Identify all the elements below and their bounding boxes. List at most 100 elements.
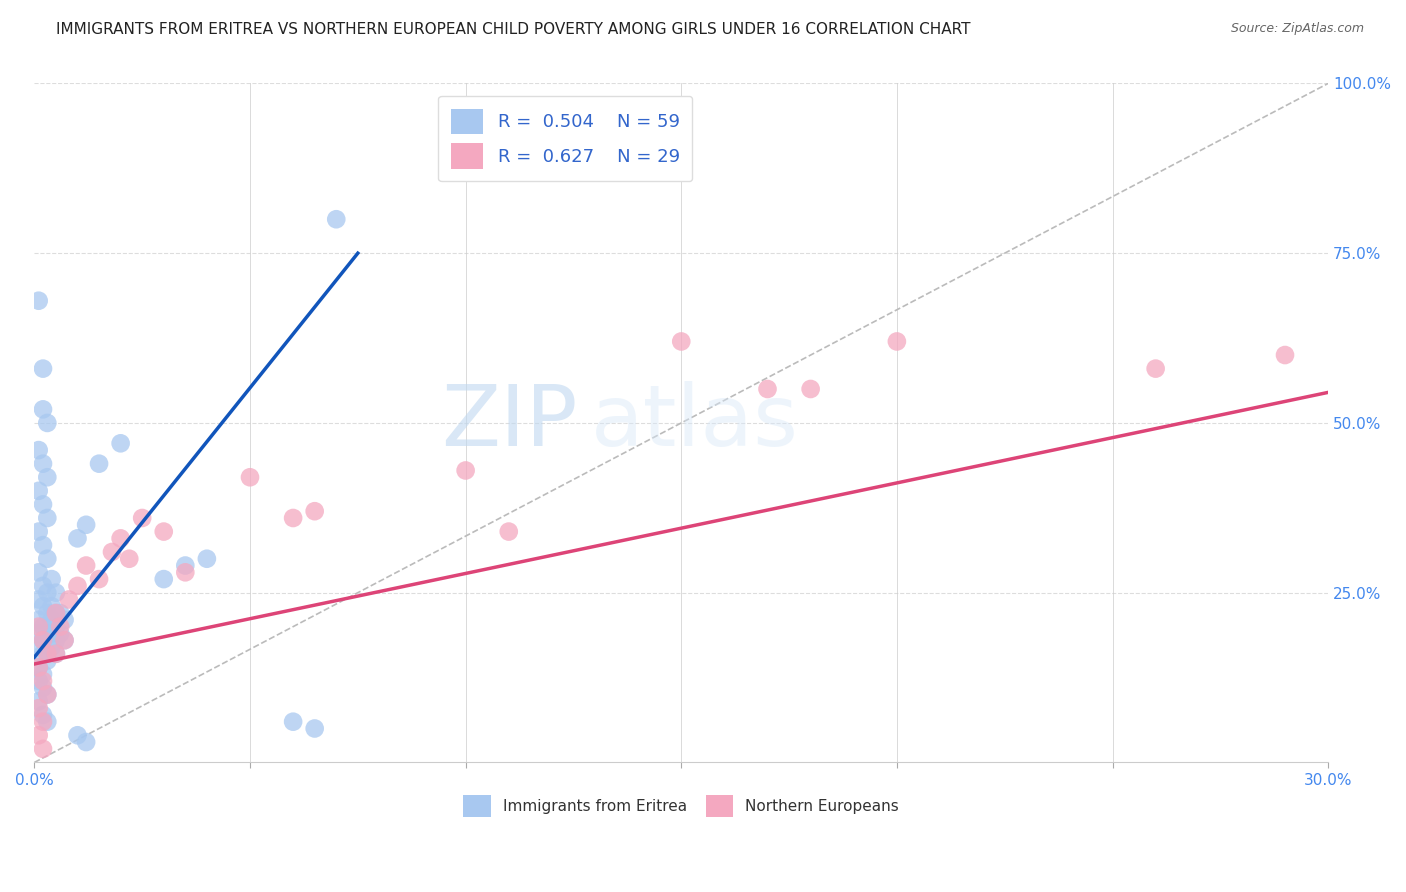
Point <box>1144 361 1167 376</box>
Point <box>41 613 63 627</box>
Point <box>45 606 67 620</box>
Text: atlas: atlas <box>591 382 799 465</box>
Point <box>32 742 55 756</box>
Point <box>41 572 63 586</box>
Point <box>28 660 51 674</box>
Point <box>45 647 67 661</box>
Point <box>28 640 51 654</box>
Point <box>304 504 326 518</box>
Point <box>28 626 51 640</box>
Point <box>28 592 51 607</box>
Point <box>32 361 55 376</box>
Point <box>41 599 63 614</box>
Point <box>41 640 63 654</box>
Point <box>37 714 59 729</box>
Point <box>32 579 55 593</box>
Point <box>87 457 110 471</box>
Point <box>131 511 153 525</box>
Point <box>45 633 67 648</box>
Point <box>37 654 59 668</box>
Point <box>32 707 55 722</box>
Point <box>87 572 110 586</box>
Point <box>28 728 51 742</box>
Point <box>66 728 89 742</box>
Point <box>281 511 304 525</box>
Text: Source: ZipAtlas.com: Source: ZipAtlas.com <box>1230 22 1364 36</box>
Point <box>32 681 55 695</box>
Point <box>28 673 51 688</box>
Point <box>37 551 59 566</box>
Point <box>454 463 477 477</box>
Point <box>152 524 174 539</box>
Point <box>53 613 76 627</box>
Point <box>110 532 132 546</box>
Text: ZIP: ZIP <box>441 382 578 465</box>
Point <box>28 483 51 498</box>
Point <box>32 633 55 648</box>
Point <box>37 470 59 484</box>
Point <box>32 647 55 661</box>
Point <box>37 606 59 620</box>
Point <box>195 551 218 566</box>
Point <box>32 497 55 511</box>
Point <box>75 517 97 532</box>
Point <box>28 694 51 708</box>
Point <box>110 436 132 450</box>
Point <box>49 606 72 620</box>
Point <box>239 470 262 484</box>
Point <box>45 585 67 599</box>
Point <box>66 579 89 593</box>
Point <box>174 558 197 573</box>
Point <box>75 735 97 749</box>
Point <box>325 212 347 227</box>
Text: IMMIGRANTS FROM ERITREA VS NORTHERN EUROPEAN CHILD POVERTY AMONG GIRLS UNDER 16 : IMMIGRANTS FROM ERITREA VS NORTHERN EURO… <box>56 22 970 37</box>
Point <box>53 633 76 648</box>
Point <box>174 566 197 580</box>
Point <box>28 701 51 715</box>
Point <box>32 599 55 614</box>
Point <box>37 688 59 702</box>
Point <box>101 545 124 559</box>
Point <box>41 626 63 640</box>
Point <box>32 457 55 471</box>
Point <box>800 382 823 396</box>
Point <box>28 566 51 580</box>
Legend: Immigrants from Eritrea, Northern Europeans: Immigrants from Eritrea, Northern Europe… <box>457 789 905 822</box>
Point <box>281 714 304 729</box>
Point <box>28 660 51 674</box>
Point <box>304 722 326 736</box>
Point <box>45 620 67 634</box>
Point <box>58 592 80 607</box>
Point <box>756 382 779 396</box>
Point <box>32 673 55 688</box>
Point <box>28 293 51 308</box>
Point <box>49 620 72 634</box>
Point <box>32 714 55 729</box>
Point <box>37 416 59 430</box>
Point <box>28 443 51 458</box>
Point <box>32 538 55 552</box>
Point <box>32 402 55 417</box>
Point <box>45 606 67 620</box>
Point <box>118 551 141 566</box>
Point <box>32 667 55 681</box>
Point <box>498 524 520 539</box>
Point <box>28 524 51 539</box>
Point <box>886 334 908 349</box>
Point <box>152 572 174 586</box>
Point <box>671 334 693 349</box>
Point <box>53 633 76 648</box>
Point <box>45 647 67 661</box>
Point <box>28 613 51 627</box>
Point <box>66 532 89 546</box>
Point <box>37 647 59 661</box>
Point <box>1274 348 1296 362</box>
Point <box>37 585 59 599</box>
Point <box>49 626 72 640</box>
Point <box>32 633 55 648</box>
Point <box>37 688 59 702</box>
Point <box>75 558 97 573</box>
Point <box>32 620 55 634</box>
Point <box>37 511 59 525</box>
Point <box>28 620 51 634</box>
